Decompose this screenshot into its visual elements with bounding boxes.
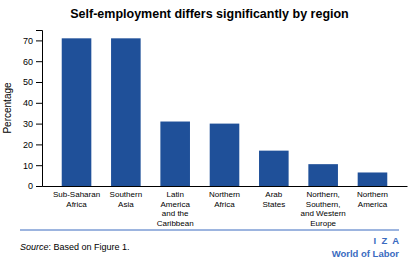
y-tick-label: 0 [28,181,33,191]
bar [358,172,388,186]
x-tick-label: Sub-SaharanAfrica [53,190,100,209]
x-tick-label-line: Sub-Saharan [53,190,100,199]
x-tick: ArabStates [262,190,285,209]
x-tick-label-line: Arab [265,190,282,199]
brand-line-1: I Z A [373,235,399,246]
x-tick-label: LatinAmericaand theCaribbean [157,190,194,228]
y-tick-mark [36,165,42,166]
x-tick-label-line: Europe [310,219,336,228]
bar [111,38,141,186]
x-tick-label: SouthernAsia [110,190,142,209]
bar [308,164,338,186]
y-tick: 0 [28,181,42,191]
chart-svg: 010203040506070Sub-SaharanAfricaSouthern… [0,0,419,265]
y-tick-mark [36,103,42,104]
x-tick-label-line: Northern, [306,190,339,199]
y-tick-mark [36,186,42,187]
y-tick-label: 10 [23,161,33,171]
y-tick: 50 [23,77,42,87]
x-tick: NorthernAfrica [209,190,240,209]
footer-separator [20,230,399,231]
x-axis-line [43,186,408,187]
x-tick-label-line: Southern [110,190,142,199]
x-tick-label: Northern,Southern,and WesternEurope [301,190,346,228]
x-tick-label-line: Northern [357,190,388,199]
x-tick-label-line: Africa [214,200,235,209]
chart-title: Self-employment differs significantly by… [70,7,349,21]
y-tick-label: 30 [23,119,33,129]
y-tick-label: 70 [23,36,33,46]
y-tick-mark [36,82,42,83]
brand-line-2: World of Labor [332,248,400,259]
x-tick-label-line: Northern [209,190,240,199]
x-tick: Northern,Southern,and WesternEurope [301,190,346,228]
bar [259,151,289,186]
x-tick-label: ArabStates [262,190,285,209]
x-tick-label-line: Caribbean [157,219,194,228]
x-tick-label-line: States [262,200,285,209]
y-tick-mark [36,40,42,41]
x-tick: SouthernAsia [110,190,142,209]
x-tick-label: NorthernAmerica [357,190,388,209]
y-tick-label: 40 [23,98,33,108]
y-tick: 10 [23,161,42,171]
plot-area: 010203040506070Sub-SaharanAfricaSouthern… [23,31,408,228]
x-tick-label-line: and Western [301,209,346,218]
x-tick: Sub-SaharanAfrica [53,190,100,209]
x-tick-label-line: America [358,200,388,209]
x-tick-label-line: Latin [166,190,183,199]
y-tick-mark [36,61,42,62]
x-axis: Sub-SaharanAfricaSouthernAsiaLatinAmeric… [43,187,408,228]
x-tick-label-line: America [161,200,191,209]
y-tick-label: 60 [23,57,33,67]
y-tick-label: 50 [23,77,33,87]
y-tick-label: 20 [23,140,33,150]
bar [160,122,190,186]
x-tick: LatinAmericaand theCaribbean [157,190,194,228]
bars [62,38,388,186]
y-tick: 30 [23,119,42,129]
bar [210,124,240,186]
x-tick-label: NorthernAfrica [209,190,240,209]
x-tick-label-line: Asia [118,200,134,209]
x-tick: NorthernAmerica [357,190,388,209]
y-tick-mark [36,144,42,145]
y-tick: 70 [23,36,42,46]
y-tick: 60 [23,57,42,67]
source-text: : Based on Figure 1. [49,242,130,252]
source-label: Source [20,242,49,252]
source-note: Source: Based on Figure 1. [20,242,130,252]
y-axis-line [36,31,43,187]
x-tick-label-line: Africa [66,200,87,209]
x-tick-label-line: Southern, [306,200,341,209]
y-tick: 20 [23,140,42,150]
y-tick: 40 [23,98,42,108]
y-axis-title: Percentage [2,82,13,134]
x-tick-label-line: and the [162,209,189,218]
y-axis: 0 10 20 30 40 50 60 70 [23,31,43,192]
y-tick-mark [36,124,42,125]
bar [62,38,92,186]
